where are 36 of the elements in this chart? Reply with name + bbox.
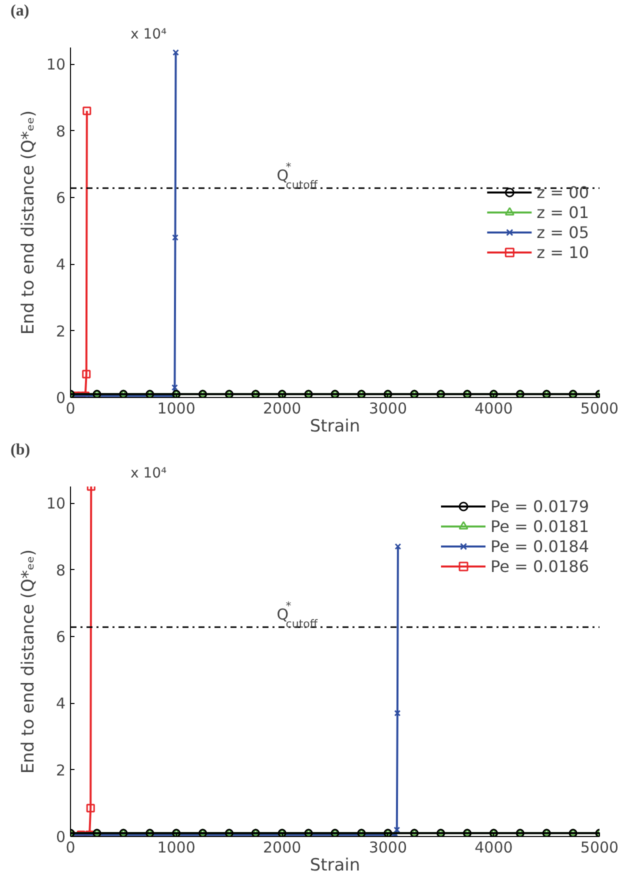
y-tick-label: 6 xyxy=(56,189,66,207)
y-tick-label: 2 xyxy=(56,761,66,780)
y-axis-title: End to end distance (Q*ₑₑ) xyxy=(18,110,38,335)
x-tick-label: 3000 xyxy=(368,838,407,856)
text: x 10⁴ xyxy=(130,466,168,482)
x-tick-label: 2000 xyxy=(263,838,302,856)
y-tick-label: 8 xyxy=(56,122,66,140)
x-tick-label: 5000 xyxy=(580,400,619,418)
x-tick-label: 4000 xyxy=(474,838,513,856)
y-tick-label: 6 xyxy=(56,628,66,646)
x-axis-title: Strain xyxy=(310,856,360,876)
x-tick-label: 5000 xyxy=(580,838,619,856)
y-tick-label: 4 xyxy=(56,694,66,713)
legend-label: z = 00 xyxy=(536,182,589,202)
legend-label: Pe = 0.0181 xyxy=(490,516,589,536)
legend-label: Pe = 0.0179 xyxy=(490,496,589,516)
text: x 10⁴ xyxy=(130,26,168,42)
legend-label: z = 05 xyxy=(536,222,589,242)
x-tick-label: 4000 xyxy=(474,400,513,418)
legend-label: z = 01 xyxy=(536,202,589,222)
y-tick-label: 4 xyxy=(56,256,66,274)
y-tick-label: 8 xyxy=(56,561,66,580)
x-tick-label: 3000 xyxy=(368,400,407,418)
x-tick-label: 2000 xyxy=(263,400,302,418)
y-tick-label: 10 xyxy=(46,56,66,74)
chart-title: (b) xyxy=(10,442,30,458)
legend-label: Pe = 0.0186 xyxy=(490,556,589,576)
legend-label: Pe = 0.0184 xyxy=(490,536,589,556)
x-tick-label: 1000 xyxy=(157,400,196,418)
x-axis-title: Strain xyxy=(310,416,360,436)
y-tick-label: 10 xyxy=(46,494,66,513)
legend-label: z = 10 xyxy=(536,242,589,262)
y-tick-label: 2 xyxy=(56,322,66,340)
x-tick-label: 1000 xyxy=(157,838,196,856)
chart-title: (a) xyxy=(10,2,30,20)
y-axis-title: End to end distance (Q*ₑₑ) xyxy=(18,549,38,774)
